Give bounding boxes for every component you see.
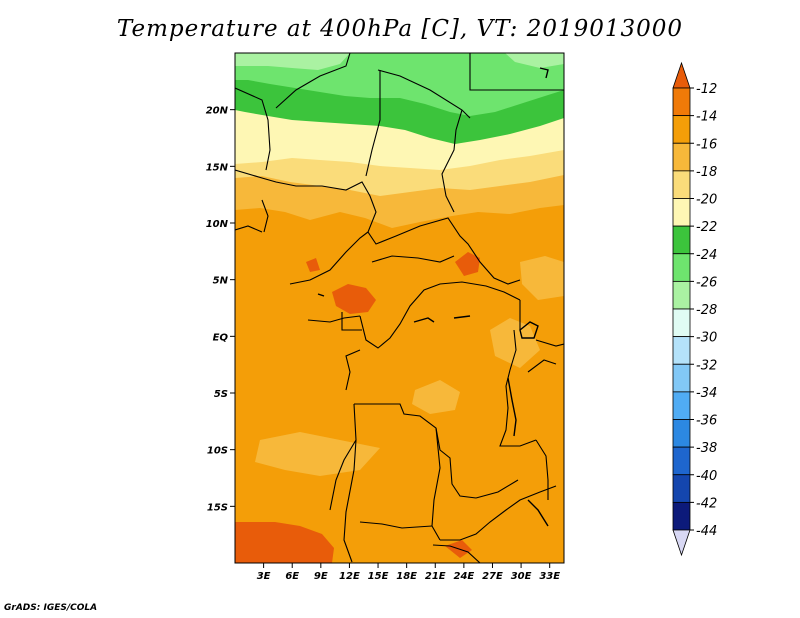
grads-credit: GrADS: IGES/COLA: [4, 603, 98, 613]
colorbar-swatch: [672, 363, 691, 393]
colorbar-label: -24: [696, 248, 717, 263]
temp-band-minus26: [235, 53, 350, 70]
colorbar-swatch: [672, 419, 691, 448]
lat-tick-label: 5N: [213, 276, 229, 287]
colorbar-swatch: [672, 308, 691, 338]
colorbar-top-triangle: [672, 61, 691, 89]
colorbar-label: -20: [696, 193, 717, 208]
lon-tick-label: 6E: [285, 571, 299, 582]
temp-patch-minus12-east: [455, 252, 480, 276]
colorbar-label: -42: [696, 496, 717, 511]
country-borders: [235, 53, 564, 563]
colorbar-bottom-triangle: [672, 529, 691, 557]
temp-patch-minus12-sw: [235, 522, 334, 563]
colorbar-label: -14: [696, 110, 717, 125]
temp-patch-minus16-central: [412, 380, 460, 414]
colorbar-label: -32: [696, 358, 717, 373]
colorbar-label: -44: [696, 524, 717, 539]
lat-tick-label: 10S: [207, 446, 228, 457]
lon-tick-label: 27E: [482, 571, 503, 582]
map-frame: [234, 52, 565, 564]
colorbar-label: -12: [696, 82, 717, 97]
temp-patch-minus16-south: [255, 432, 380, 476]
lat-tick-label: 15S: [207, 502, 228, 513]
colorbar-swatch: [672, 280, 691, 310]
colorbar-swatch: [672, 253, 691, 282]
colorbar-swatch: [672, 474, 691, 503]
lon-tick-label: 33E: [539, 571, 560, 582]
temp-band-minus26-east: [505, 53, 564, 68]
colorbar-swatch: [672, 336, 691, 365]
colorbar-label: -26: [696, 275, 717, 290]
colorbar-label: -18: [696, 165, 717, 180]
lat-tick-label: 10N: [206, 219, 229, 230]
temperature-field: [235, 53, 564, 563]
colorbar-label: -22: [696, 220, 717, 235]
lon-tick-label: 3E: [257, 571, 271, 582]
lat-tick-label: 20N: [206, 106, 229, 117]
colorbar-swatch: [672, 198, 691, 227]
colorbar-swatch: [672, 115, 691, 144]
colorbar-swatch: [672, 446, 691, 476]
temp-patch-minus12-center: [332, 284, 376, 314]
colorbar-swatch: [672, 501, 691, 531]
temp-patch-minus16-ne: [520, 256, 564, 300]
lat-tick-label: EQ: [213, 332, 229, 343]
colorbar-swatch: [672, 87, 691, 117]
colorbar-label: -40: [696, 469, 717, 484]
lon-tick-label: 15E: [368, 571, 389, 582]
latitude-axis: 20N 15N 10N 5N EQ 5S 10S 15S: [206, 106, 235, 513]
lon-tick-label: 30E: [511, 571, 532, 582]
colorbar-label: -36: [696, 414, 717, 429]
lon-tick-label: 18E: [396, 571, 417, 582]
colorbar: -12 -14 -16 -18 -20 -22 -24 -26 -28 -30 -32 -34 -36 -…: [672, 61, 717, 557]
lat-tick-label: 5S: [214, 389, 228, 400]
temp-patch-minus12-w: [306, 258, 320, 272]
colorbar-label: -28: [696, 303, 717, 318]
colorbar-swatch: [672, 142, 691, 172]
lat-tick-label: 15N: [206, 162, 229, 173]
colorbar-swatch: [672, 391, 691, 420]
colorbar-label: -38: [696, 441, 717, 456]
colorbar-swatch: [672, 225, 691, 255]
longitude-axis: 3E 6E 9E 12E 15E 18E 21E 24E 27E 30E 33E: [257, 563, 560, 582]
lakes: [317, 67, 549, 527]
colorbar-swatch: [672, 170, 691, 199]
lon-tick-label: 24E: [453, 571, 474, 582]
lon-tick-label: 21E: [425, 571, 446, 582]
lon-tick-label: 9E: [314, 571, 328, 582]
map-title: Temperature at 400hPa [C], VT: 201901300…: [116, 16, 684, 42]
lon-tick-label: 12E: [339, 571, 360, 582]
colorbar-label: -16: [696, 137, 717, 152]
colorbar-label: -34: [696, 386, 717, 401]
colorbar-label: -30: [696, 331, 717, 346]
